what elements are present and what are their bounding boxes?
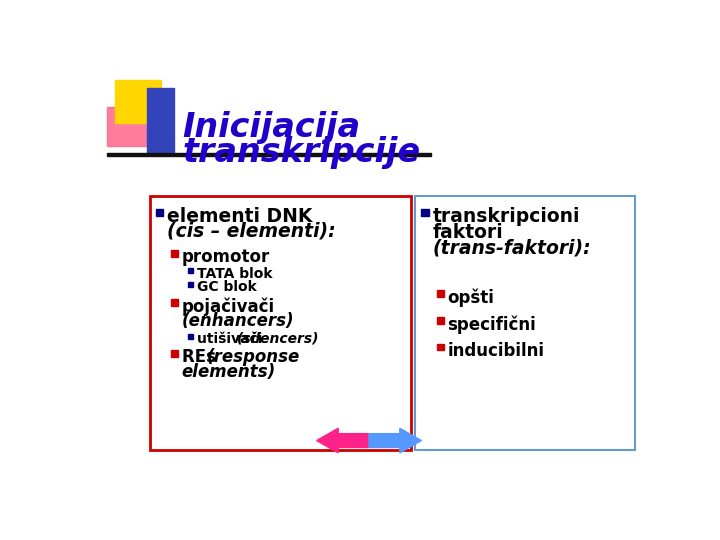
Bar bbox=[107, 107, 173, 146]
Text: promotor: promotor bbox=[182, 248, 270, 266]
Bar bbox=[188, 282, 194, 287]
Bar bbox=[171, 299, 178, 306]
Text: utišivači: utišivači bbox=[197, 332, 267, 346]
Text: specifični: specifični bbox=[448, 315, 536, 334]
Text: (enhancers): (enhancers) bbox=[182, 312, 294, 330]
Text: transkripcije: transkripcije bbox=[183, 137, 420, 170]
Text: transkripcioni: transkripcioni bbox=[433, 207, 580, 226]
Bar bbox=[150, 195, 411, 450]
Text: (trans-faktori):: (trans-faktori): bbox=[433, 238, 592, 257]
Text: pojačivači: pojačivači bbox=[182, 298, 275, 316]
Text: inducibilni: inducibilni bbox=[448, 342, 544, 360]
Text: elements): elements) bbox=[182, 363, 276, 381]
Bar bbox=[107, 153, 431, 157]
Bar bbox=[437, 289, 444, 296]
Bar bbox=[188, 334, 194, 339]
Text: REs: REs bbox=[182, 348, 222, 366]
Text: elementi DNK: elementi DNK bbox=[167, 207, 312, 226]
Text: (response: (response bbox=[207, 348, 300, 366]
Text: GC blok: GC blok bbox=[197, 280, 256, 294]
Bar bbox=[115, 80, 161, 123]
Text: Inicijacija: Inicijacija bbox=[183, 111, 361, 144]
Text: opšti: opšti bbox=[448, 288, 495, 307]
Bar bbox=[148, 88, 174, 153]
Bar bbox=[171, 350, 178, 356]
Text: (cis – elementi):: (cis – elementi): bbox=[167, 222, 336, 241]
Bar bbox=[421, 209, 429, 217]
Bar bbox=[188, 268, 194, 273]
Bar bbox=[415, 195, 634, 450]
FancyArrow shape bbox=[369, 428, 421, 453]
Text: TATA blok: TATA blok bbox=[197, 267, 272, 281]
Text: (silencers): (silencers) bbox=[237, 332, 319, 346]
Bar bbox=[437, 343, 444, 350]
Text: faktori: faktori bbox=[433, 222, 504, 241]
FancyArrow shape bbox=[317, 428, 369, 453]
Bar bbox=[156, 209, 163, 217]
Bar bbox=[171, 249, 178, 256]
Bar bbox=[437, 316, 444, 323]
